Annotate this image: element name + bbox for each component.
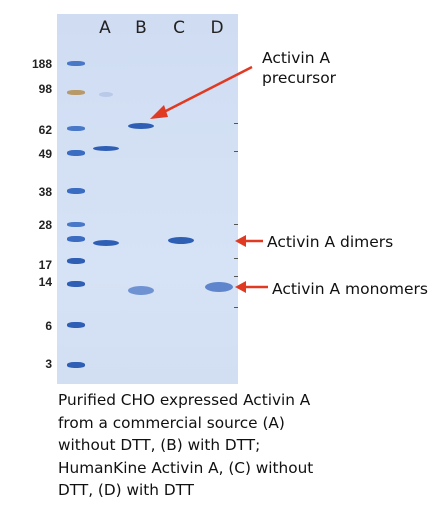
- mw-marker: 188: [31, 57, 52, 71]
- precursor-arrow: [157, 65, 253, 117]
- mw-marker: 17: [38, 258, 52, 272]
- band-lane-c-dimer: [168, 237, 194, 244]
- band-lane-b-monomer: [128, 286, 154, 295]
- lane-label-a: A: [99, 18, 111, 38]
- caption-line: without DTT, (B) with DTT;: [58, 436, 261, 454]
- gel-tick: [234, 276, 238, 277]
- ladder-band: [67, 150, 85, 156]
- band-lane-a-faint: [99, 92, 113, 97]
- gel-tick: [234, 151, 238, 152]
- mw-marker: 38: [38, 185, 52, 199]
- mw-marker: 62: [38, 123, 52, 137]
- gel-image: [57, 14, 238, 384]
- ladder-band: [67, 61, 85, 66]
- mw-marker: 14: [38, 275, 52, 289]
- monomers-arrowhead: [235, 281, 246, 293]
- precursor-arrowhead: [150, 105, 168, 119]
- ladder-band: [67, 258, 85, 264]
- caption-line: HumanKine Activin A, (C) without: [58, 458, 314, 477]
- mw-marker: 98: [38, 82, 52, 96]
- ladder-band: [67, 322, 85, 328]
- ladder-band: [67, 126, 85, 131]
- gel-tick: [234, 307, 238, 308]
- ladder-band: [67, 281, 85, 287]
- ladder-band: [67, 90, 85, 95]
- ladder-band: [67, 362, 85, 368]
- mw-marker: 6: [45, 319, 52, 333]
- caption-line: from a commercial source (A): [58, 413, 285, 432]
- lane-label-c: C: [173, 18, 185, 38]
- caption-line: DTT, (D) with DTT: [58, 481, 195, 499]
- precursor-label-line2: precursor: [262, 69, 337, 88]
- mw-marker: 49: [38, 147, 52, 161]
- gel-tick: [234, 224, 238, 225]
- figure-caption: Purified CHO expressed Activin A from a …: [58, 389, 438, 502]
- monomers-label: Activin A monomers: [272, 280, 428, 298]
- band-lane-a-upper: [93, 146, 119, 151]
- dimers-arrowhead: [235, 235, 246, 247]
- band-lane-d-monomer: [205, 282, 233, 292]
- caption-line: Purified CHO expressed Activin A: [58, 391, 311, 409]
- lane-label-d: D: [210, 18, 224, 38]
- ladder-band: [67, 236, 85, 242]
- mw-marker: 28: [38, 218, 52, 232]
- band-lane-a-dimer: [93, 240, 119, 246]
- dimers-label: Activin A dimers: [267, 233, 394, 251]
- gel-tick: [234, 258, 238, 259]
- precursor-label: Activin A precursor: [262, 48, 336, 88]
- mw-marker: 3: [45, 357, 52, 371]
- gel-tick: [234, 123, 238, 124]
- precursor-label-line1: Activin A: [262, 49, 331, 67]
- ladder-band: [67, 222, 85, 227]
- ladder-band: [67, 188, 85, 194]
- lane-label-b: B: [135, 18, 147, 38]
- band-lane-b-precursor: [128, 123, 154, 129]
